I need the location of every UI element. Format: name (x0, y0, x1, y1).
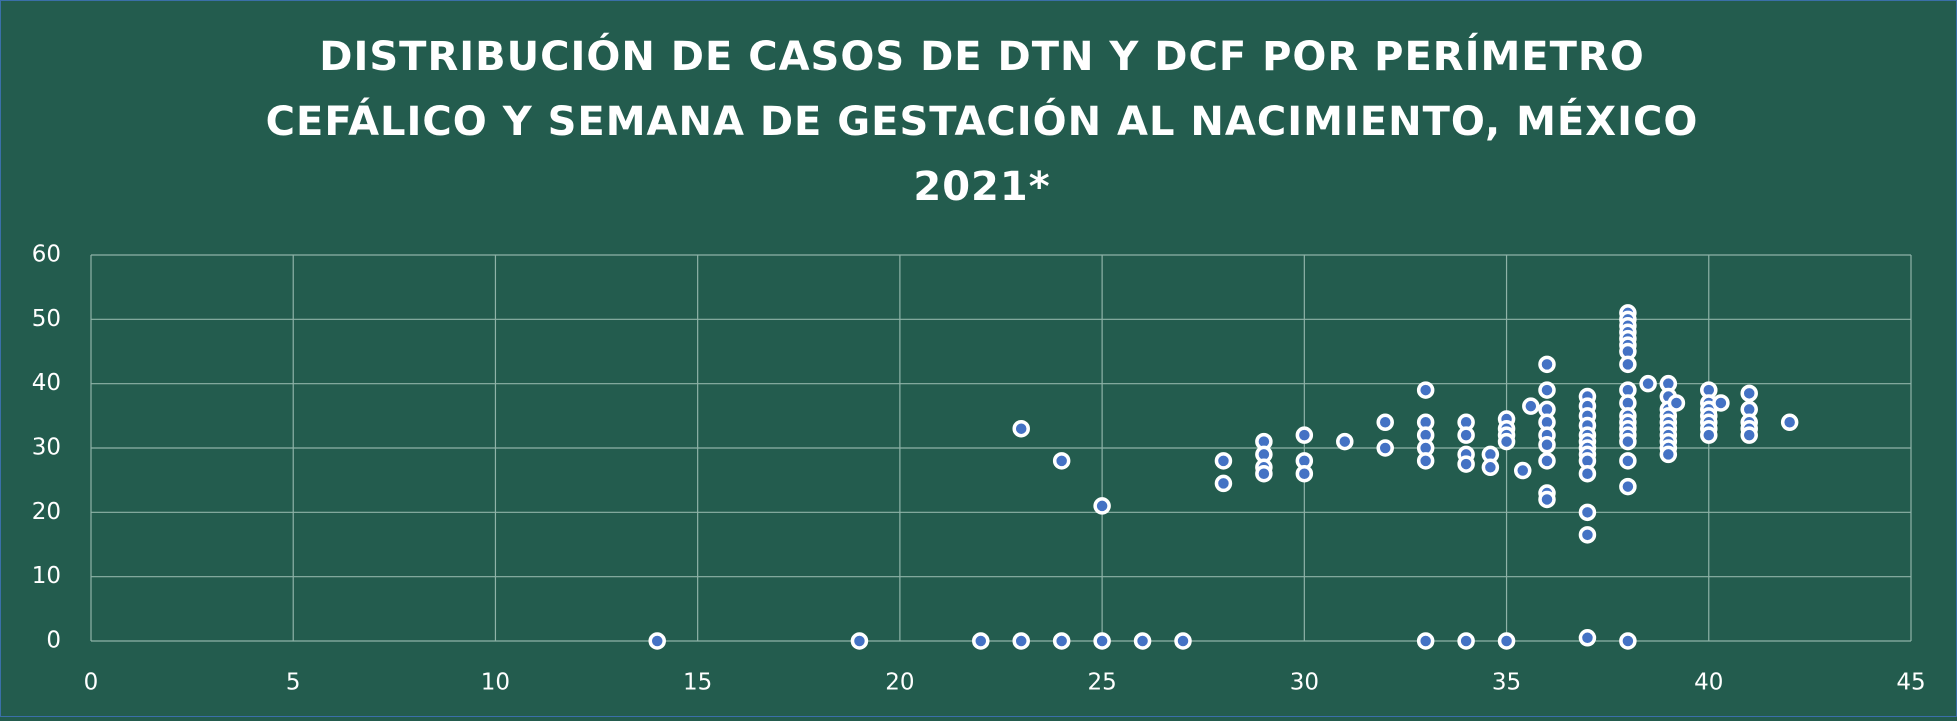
x-tick-label: 5 (286, 670, 301, 696)
point (1538, 355, 1556, 374)
point (1012, 632, 1030, 650)
point (1619, 355, 1637, 374)
point (1457, 632, 1475, 650)
point (1578, 526, 1597, 544)
x-tick-label: 20 (885, 670, 914, 696)
point (1578, 629, 1597, 647)
point (1497, 632, 1516, 650)
point (1522, 397, 1540, 415)
point (1052, 452, 1071, 470)
point (1619, 477, 1637, 496)
x-tick-label: 40 (1694, 670, 1723, 696)
x-tick-label: 45 (1896, 670, 1925, 696)
chart-title: CEFÁLICO Y SEMANA DE GESTACIÓN AL NACIMI… (266, 97, 1699, 145)
point (1336, 432, 1354, 451)
point (850, 632, 869, 650)
point (1780, 413, 1799, 432)
x-tick-label: 35 (1492, 670, 1521, 696)
y-tick-label: 10 (32, 563, 61, 589)
point (1457, 426, 1475, 444)
point (1497, 432, 1516, 451)
chart-title: DISTRIBUCIÓN DE CASOS DE DTN Y DCF POR P… (319, 32, 1644, 80)
point (1416, 381, 1435, 399)
x-tick-label: 30 (1290, 670, 1319, 696)
point (1214, 474, 1233, 493)
point (1619, 432, 1637, 451)
point (1416, 452, 1435, 470)
point (1538, 490, 1556, 509)
point (1295, 464, 1314, 483)
point (1538, 452, 1556, 470)
point (648, 632, 666, 650)
point (1457, 455, 1475, 473)
point (1659, 445, 1678, 464)
point (1255, 464, 1273, 483)
point (1578, 503, 1597, 522)
point (1538, 436, 1556, 454)
point (1481, 458, 1500, 477)
point (1416, 632, 1435, 650)
point (1052, 632, 1071, 650)
point (1133, 632, 1152, 650)
point (1295, 426, 1314, 444)
point (1578, 464, 1597, 483)
y-tick-label: 30 (32, 435, 61, 461)
point (1012, 419, 1030, 438)
point (972, 632, 990, 650)
x-tick-label: 15 (683, 670, 712, 696)
point (1667, 394, 1686, 412)
y-tick-label: 0 (46, 628, 61, 654)
y-tick-label: 20 (32, 499, 61, 525)
x-tick-label: 10 (481, 670, 510, 696)
point (1639, 374, 1657, 393)
point (1538, 381, 1556, 399)
point (1712, 394, 1730, 412)
y-tick-label: 50 (32, 306, 61, 332)
point (1740, 426, 1758, 444)
point (1513, 461, 1532, 480)
point (1619, 452, 1637, 470)
x-tick-label: 0 (84, 670, 99, 696)
point (1376, 439, 1394, 457)
point (1174, 632, 1192, 650)
point (1214, 452, 1233, 470)
point (1093, 632, 1111, 650)
point (1619, 632, 1637, 650)
y-tick-label: 40 (32, 370, 61, 396)
point (1740, 384, 1758, 403)
x-tick-label: 25 (1087, 670, 1116, 696)
chart-title: 2021* (913, 164, 1050, 210)
point (1700, 426, 1718, 444)
point (1376, 413, 1394, 432)
point (1093, 497, 1111, 515)
y-tick-label: 60 (32, 242, 61, 268)
